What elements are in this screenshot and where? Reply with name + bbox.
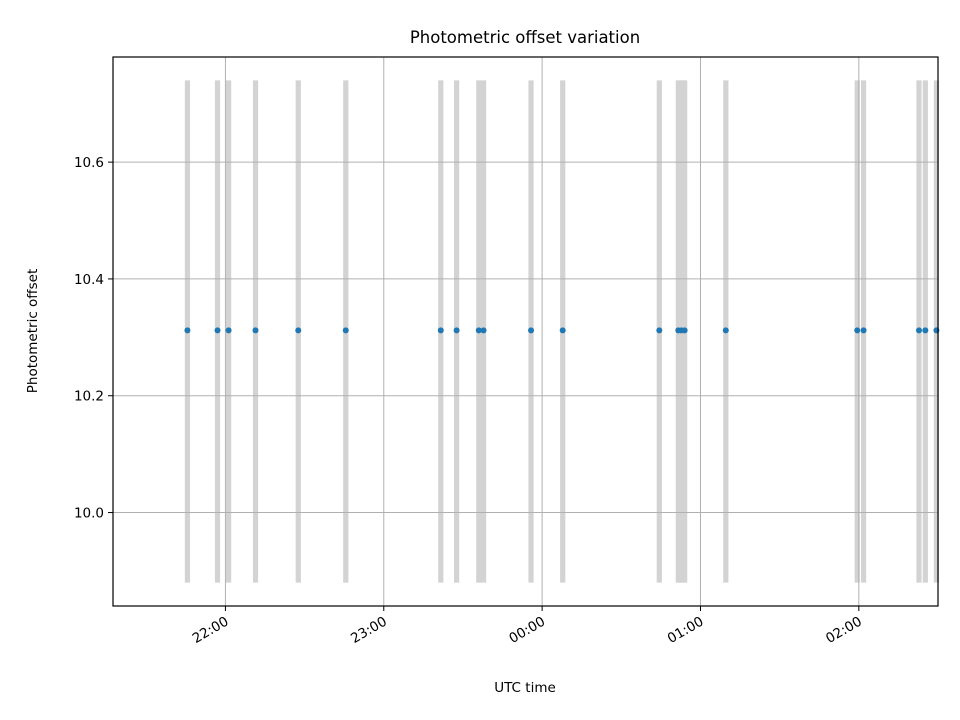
data-point-4 [295,327,302,334]
y-tick-label-1: 10.2 [74,389,104,405]
data-point-9 [480,327,487,334]
y-axis-label: Photometric offset [25,269,41,393]
plot-frame [112,56,939,607]
data-point-8 [475,327,482,334]
data-points [184,327,940,334]
data-point-11 [559,327,566,334]
data-point-6 [437,327,444,334]
data-point-1 [214,327,221,334]
grid-lines [113,57,938,606]
y-tick-label-0: 10.0 [74,506,104,522]
x-axis-label: UTC time [494,680,556,696]
data-point-16 [722,327,729,334]
data-point-7 [453,327,460,334]
data-point-5 [342,327,349,334]
data-point-3 [252,327,259,334]
data-point-20 [922,327,929,334]
data-point-17 [854,327,861,334]
chart-title: Photometric offset variation [410,28,640,47]
data-point-18 [860,327,867,334]
y-tick-label-2: 10.4 [74,272,104,288]
data-point-19 [915,327,922,334]
y-tick-label-3: 10.6 [74,155,104,171]
data-point-15 [681,327,688,334]
data-point-10 [528,327,535,334]
data-point-2 [225,327,232,334]
data-point-12 [656,327,663,334]
data-point-0 [184,327,191,334]
y-axis-ticks: 10.0 10.2 10.4 10.6 [74,155,113,522]
